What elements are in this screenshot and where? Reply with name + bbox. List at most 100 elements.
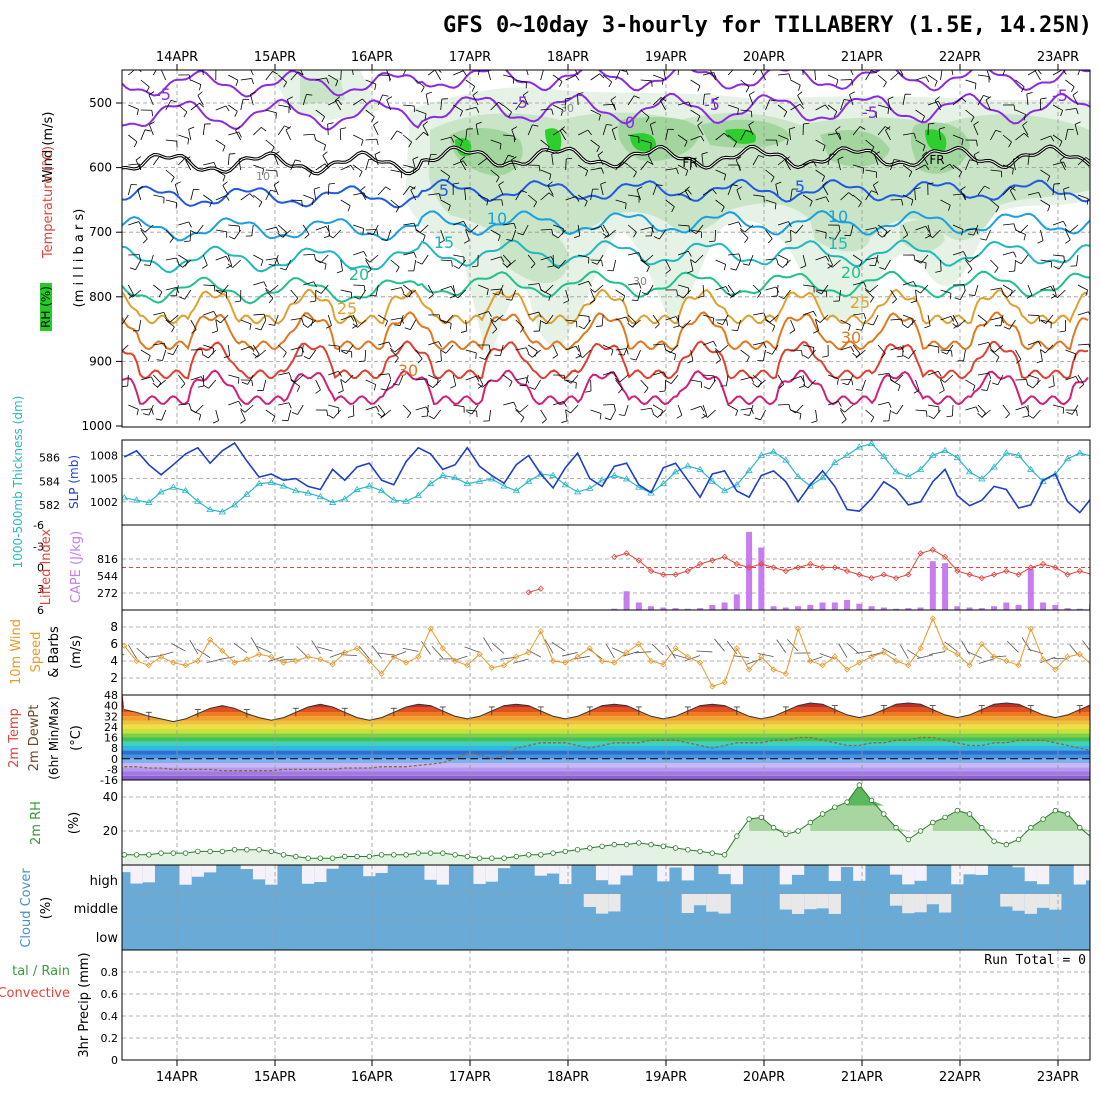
wind-barb-flag bbox=[588, 281, 592, 287]
wind-barb bbox=[1015, 79, 1025, 88]
wind-barb-flag bbox=[472, 91, 478, 96]
wind-speed-line bbox=[123, 617, 1090, 688]
wind-ylabel-1: 10m Wind bbox=[9, 619, 24, 685]
wind-barb bbox=[727, 134, 737, 143]
li-marker bbox=[721, 553, 728, 560]
wind-barb-flag bbox=[475, 376, 480, 382]
wind-barb bbox=[244, 404, 254, 413]
li-marker bbox=[929, 546, 936, 553]
li-marker bbox=[623, 550, 630, 557]
wind-barb-flag bbox=[585, 390, 592, 393]
wind-barb bbox=[353, 98, 363, 106]
wind-barb-flag bbox=[190, 408, 196, 413]
wind-barb bbox=[714, 229, 716, 242]
wind-barb-flag bbox=[402, 293, 408, 298]
rh-marker bbox=[538, 852, 544, 858]
contour-label: -5 bbox=[704, 95, 720, 114]
wind-barb-flag bbox=[377, 412, 383, 418]
wind-barb bbox=[677, 70, 679, 76]
cloud-gap-high bbox=[889, 865, 903, 875]
wind-barb bbox=[640, 79, 652, 82]
thickness-marker bbox=[1051, 470, 1060, 477]
rh-marker bbox=[427, 850, 434, 856]
cloud-gap-high bbox=[1012, 865, 1025, 868]
rh-marker bbox=[329, 855, 336, 861]
wind-barb bbox=[690, 379, 702, 383]
wind-barb-10m bbox=[1082, 640, 1090, 652]
wind-barb bbox=[328, 344, 340, 347]
cape-bar bbox=[1076, 608, 1083, 610]
cloud-gap-high bbox=[914, 865, 927, 881]
wind-ylabel-unit: (m/s) bbox=[69, 635, 84, 669]
wind-barb bbox=[215, 255, 227, 261]
wind-barb-flag bbox=[645, 116, 650, 123]
wind-barb bbox=[427, 70, 436, 76]
wind-barb bbox=[215, 409, 219, 421]
wind-barb bbox=[578, 280, 589, 286]
wind-barb-flag bbox=[842, 382, 849, 386]
temp-band bbox=[122, 716, 1090, 721]
wind-barb-flag bbox=[821, 176, 826, 182]
wind-barb bbox=[377, 94, 383, 106]
wind-barb-flag bbox=[716, 322, 723, 325]
wind-barb-flag bbox=[963, 193, 966, 200]
wind-barb-flag bbox=[735, 156, 742, 161]
cloud-level-low: low bbox=[96, 931, 119, 946]
temp-ylabel-2: 2m DewPt bbox=[27, 705, 42, 772]
wind-barb bbox=[744, 224, 754, 233]
wind-barb bbox=[940, 315, 952, 321]
wind-barb bbox=[160, 70, 167, 81]
cloud-gap-high bbox=[559, 865, 572, 885]
wind-barb bbox=[290, 199, 302, 201]
temp-band bbox=[122, 775, 1090, 780]
wind-barb-flag bbox=[505, 298, 512, 301]
thickness-marker bbox=[1027, 465, 1035, 472]
wind-barb-flag bbox=[653, 236, 660, 240]
wind-barb bbox=[940, 289, 952, 294]
wind-barb-flag bbox=[1040, 97, 1047, 100]
wind-barb-flag bbox=[538, 165, 541, 172]
wind-barb bbox=[624, 404, 629, 416]
wind-barb-flag bbox=[352, 324, 358, 329]
wind-barb bbox=[1065, 129, 1069, 141]
wind-barb bbox=[837, 159, 841, 171]
wind-barb-flag bbox=[855, 389, 863, 391]
wind-tick-label: 2 bbox=[110, 671, 118, 685]
wind-barb bbox=[1002, 164, 1014, 169]
wind-barb bbox=[777, 134, 789, 140]
wind-barb bbox=[215, 229, 227, 233]
wind-barb bbox=[1040, 199, 1051, 207]
wind-barb-flag bbox=[475, 352, 477, 359]
wind-barb-flag bbox=[825, 196, 830, 203]
wind-barb-flag bbox=[225, 105, 230, 112]
wind-barb bbox=[731, 289, 741, 298]
wind-barb bbox=[861, 319, 866, 331]
wind-barb bbox=[340, 199, 351, 206]
wind-barb-flag bbox=[989, 348, 995, 353]
wind-barb-flag bbox=[862, 167, 865, 174]
wind-barb-flag bbox=[252, 352, 258, 358]
wind-barb bbox=[565, 379, 577, 384]
wind-barb-flag bbox=[276, 227, 280, 233]
contour-label: -5 bbox=[155, 85, 171, 104]
wind-barb-flag bbox=[712, 189, 717, 195]
wind-barb-flag bbox=[664, 67, 670, 69]
wind-barb-flag bbox=[827, 263, 833, 268]
wind-barb bbox=[415, 131, 424, 141]
wind-barb-flag bbox=[1074, 353, 1077, 360]
cloud-grid bbox=[122, 865, 1090, 950]
wind-barb bbox=[652, 314, 660, 325]
wind-barb bbox=[365, 159, 370, 171]
wind-barb-flag bbox=[464, 187, 471, 190]
rh-marker bbox=[807, 819, 814, 826]
wind-barb bbox=[852, 281, 864, 286]
wind-barb bbox=[653, 343, 665, 346]
contour-label: 20 bbox=[841, 263, 861, 282]
wind-barb-flag bbox=[271, 416, 276, 422]
wind-barb bbox=[986, 70, 991, 81]
wind-barb-flag bbox=[350, 316, 355, 322]
wind-barb bbox=[890, 318, 902, 321]
wind-barb-flag bbox=[336, 270, 343, 274]
wind-barb bbox=[265, 409, 276, 417]
